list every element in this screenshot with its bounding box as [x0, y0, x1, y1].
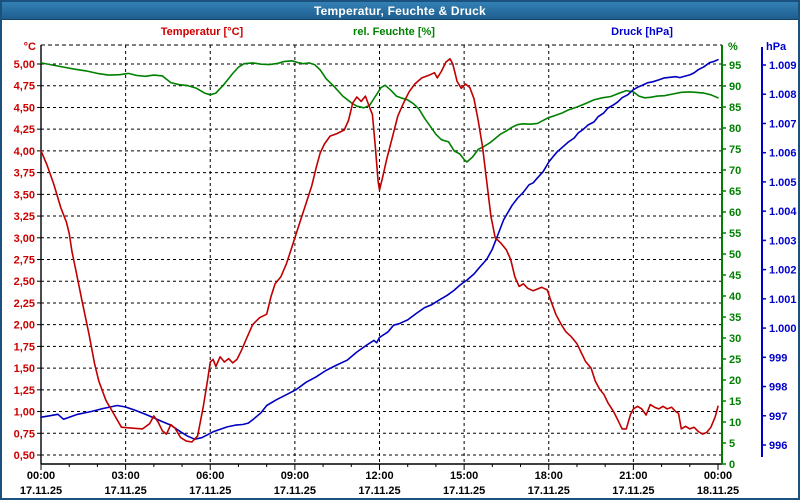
svg-text:18:00: 18:00	[535, 470, 563, 482]
svg-text:5,00: 5,00	[14, 59, 35, 71]
svg-text:95: 95	[729, 60, 741, 72]
svg-text:3,00: 3,00	[14, 233, 35, 245]
svg-text:12:00: 12:00	[365, 470, 393, 482]
svg-text:55: 55	[729, 228, 741, 240]
svg-text:1.008: 1.008	[769, 89, 797, 101]
axis-unit-percent: %	[728, 41, 738, 53]
horizontal-gridlines	[41, 63, 722, 456]
svg-text:2,00: 2,00	[14, 320, 35, 332]
svg-text:1,75: 1,75	[14, 341, 35, 353]
svg-text:4,00: 4,00	[14, 146, 35, 158]
y-left-axis: 0,50 0,75 1,00 1,25 1,50 1,75 2,00 2,25 2,50 2,75…	[14, 59, 41, 462]
svg-text:15:00: 15:00	[450, 470, 478, 482]
series-label-temperature: Temperatur [°C]	[160, 26, 244, 38]
svg-text:998: 998	[769, 382, 787, 394]
svg-text:4,25: 4,25	[14, 124, 35, 136]
svg-text:17.11.25: 17.11.25	[358, 485, 400, 497]
svg-text:17.11.25: 17.11.25	[443, 485, 485, 497]
svg-text:3,50: 3,50	[14, 189, 35, 201]
svg-text:75: 75	[729, 144, 741, 156]
window-title: Temperatur, Feuchte & Druck	[314, 3, 486, 18]
svg-text:1.000: 1.000	[769, 323, 797, 335]
x-axis: 00:00 17.11.25 03:00 17.11.25 06:00 17.11.25 0…	[20, 464, 739, 497]
y-right-percent-axis: 0 5 10 15 20 25 30 35 40 45 50 55 60 65 70 75 80 85 90 95	[721, 45, 741, 471]
svg-text:65: 65	[729, 186, 741, 198]
series-pressure-line	[40, 58, 719, 441]
series-humidity-line	[40, 59, 719, 163]
svg-text:80: 80	[729, 123, 741, 135]
svg-text:17.11.25: 17.11.25	[105, 485, 147, 497]
svg-text:4,50: 4,50	[14, 102, 35, 114]
svg-text:3,75: 3,75	[14, 168, 35, 180]
svg-text:70: 70	[729, 165, 741, 177]
svg-text:09:00: 09:00	[281, 470, 309, 482]
svg-text:3,25: 3,25	[14, 211, 35, 223]
svg-text:0,50: 0,50	[14, 450, 35, 462]
svg-text:999: 999	[769, 352, 787, 364]
svg-text:21:00: 21:00	[619, 470, 647, 482]
svg-text:03:00: 03:00	[112, 470, 140, 482]
svg-text:2,25: 2,25	[14, 298, 35, 310]
svg-text:30: 30	[729, 333, 741, 345]
svg-text:06:00: 06:00	[196, 470, 224, 482]
svg-text:1,00: 1,00	[14, 407, 35, 419]
svg-text:1.007: 1.007	[769, 118, 797, 130]
svg-text:40: 40	[729, 291, 741, 303]
svg-text:1.003: 1.003	[769, 235, 797, 247]
svg-text:17.11.25: 17.11.25	[189, 485, 231, 497]
svg-text:996: 996	[769, 440, 787, 452]
svg-text:1.009: 1.009	[769, 60, 797, 72]
svg-text:45: 45	[729, 270, 741, 282]
title-bar: Temperatur, Feuchte & Druck	[2, 2, 798, 20]
svg-text:00:00: 00:00	[704, 470, 732, 482]
svg-text:1.004: 1.004	[769, 206, 797, 218]
svg-text:15: 15	[729, 396, 741, 408]
svg-text:17.11.25: 17.11.25	[20, 485, 62, 497]
svg-text:4,75: 4,75	[14, 81, 35, 93]
svg-text:997: 997	[769, 411, 787, 423]
axis-unit-hpa: hPa	[766, 41, 787, 53]
svg-text:25: 25	[729, 354, 741, 366]
series-temperature-line	[40, 57, 719, 443]
svg-text:17.11.25: 17.11.25	[274, 485, 316, 497]
svg-text:10: 10	[729, 417, 741, 429]
vertical-gridlines	[125, 45, 634, 464]
series-label-humidity: rel. Feuchte [%]	[353, 26, 435, 38]
svg-text:20: 20	[729, 375, 741, 387]
svg-text:1,25: 1,25	[14, 385, 35, 397]
axis-unit-celsius: °C	[23, 41, 36, 53]
svg-text:90: 90	[729, 81, 741, 93]
plot-frame	[40, 44, 722, 465]
svg-text:1.002: 1.002	[769, 265, 797, 277]
svg-text:1.005: 1.005	[769, 177, 797, 189]
svg-text:60: 60	[729, 207, 741, 219]
svg-text:50: 50	[729, 249, 741, 261]
svg-text:18.11.25: 18.11.25	[697, 485, 739, 497]
svg-text:00:00: 00:00	[27, 470, 55, 482]
svg-text:1,50: 1,50	[14, 363, 35, 375]
series-label-pressure: Druck [hPa]	[611, 26, 673, 38]
svg-text:5: 5	[729, 438, 735, 450]
svg-text:2,75: 2,75	[14, 255, 35, 267]
svg-text:2,50: 2,50	[14, 276, 35, 288]
svg-text:0: 0	[729, 459, 735, 471]
svg-text:85: 85	[729, 102, 741, 114]
svg-text:1.001: 1.001	[769, 294, 797, 306]
svg-text:17.11.25: 17.11.25	[528, 485, 570, 497]
svg-text:1.006: 1.006	[769, 148, 797, 160]
svg-text:17.11.25: 17.11.25	[612, 485, 654, 497]
svg-text:35: 35	[729, 312, 741, 324]
svg-text:0,75: 0,75	[14, 428, 35, 440]
y-right-hpa-axis: 996 997 998 999 1.000 1.001 1.002 1.003 1.004 1.0…	[761, 47, 797, 457]
